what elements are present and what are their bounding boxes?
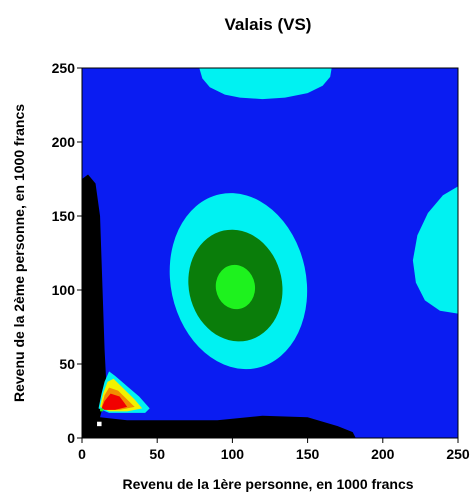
y-tick-label: 250 [52,60,76,76]
plot-area [81,67,459,439]
heatmap-regions [82,68,458,438]
region-cyan-right-blob [412,186,458,314]
y-tick-label: 200 [52,134,76,150]
region-corner-red [101,393,128,410]
x-tick-label: 250 [446,446,470,462]
x-tick-label: 100 [221,446,245,462]
y-tick-label: 150 [52,208,76,224]
region-lightgreen-core [215,264,256,310]
x-tick-label: 0 [78,446,86,462]
region-corner-white-speck [97,421,102,427]
chart-title: Valais (VS) [225,15,312,34]
x-tick-label: 200 [371,446,395,462]
x-axis-ticks: 0 50 100 150 200 250 [78,438,470,462]
y-tick-label: 50 [59,356,75,372]
region-cyan-top-blob [199,68,332,100]
region-corner-lime-speck [100,408,104,412]
y-tick-label: 100 [52,282,76,298]
y-axis-ticks: 0 50 100 150 200 250 [52,60,82,446]
y-tick-label: 0 [67,430,75,446]
x-axis-label: Revenu de la 1ère personne, en 1000 fran… [122,476,413,492]
x-tick-label: 50 [149,446,165,462]
y-axis-label: Revenu de la 2ème personne, en 1000 fran… [11,104,27,402]
plot-frame [81,67,459,439]
x-tick-label: 150 [296,446,320,462]
